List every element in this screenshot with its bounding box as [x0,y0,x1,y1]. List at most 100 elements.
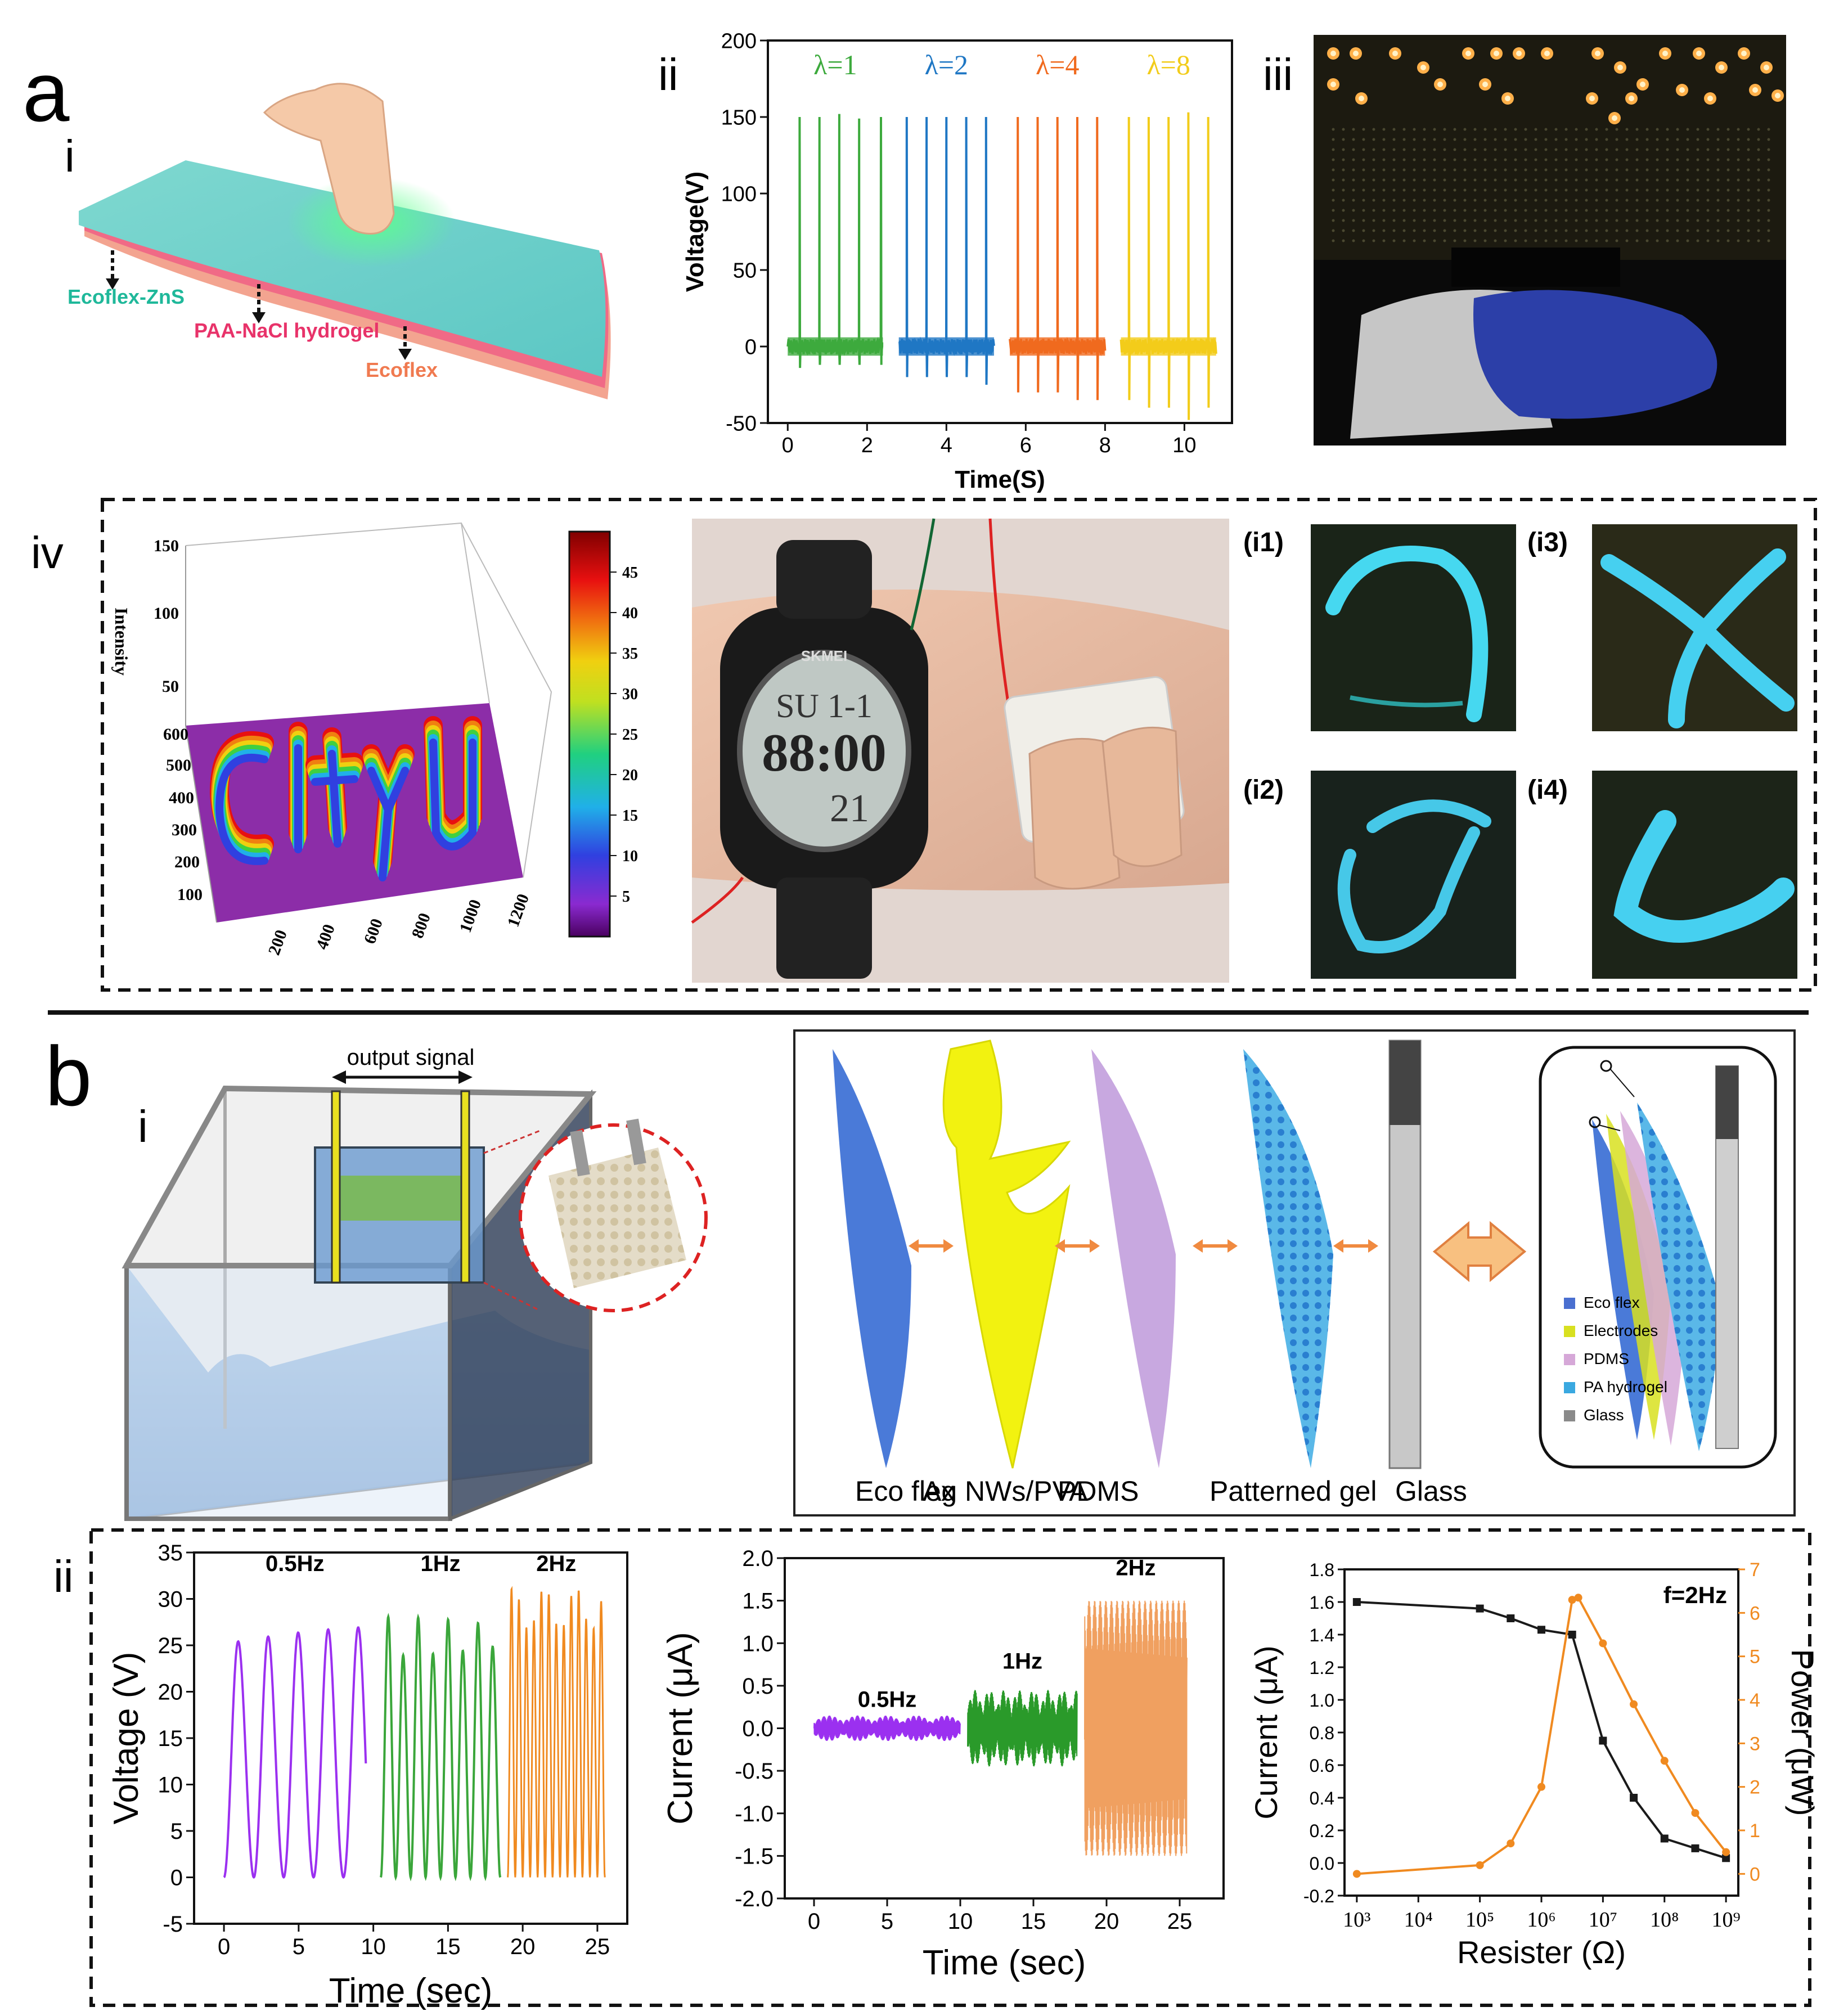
led-off [1726,239,1730,242]
x-tick-label: 0 [808,1909,820,1934]
led-off [1453,178,1456,182]
gloved-hand [1473,290,1717,419]
led-off [1332,209,1335,212]
led-off [1392,239,1396,242]
led-off [1706,188,1710,192]
led-off [1726,138,1730,141]
led-off [1595,158,1598,161]
led-off [1605,229,1608,232]
power-point [1537,1783,1545,1791]
led-off [1605,178,1608,182]
led-off [1595,229,1598,232]
led-off [1645,178,1649,182]
led-off [1433,209,1436,212]
led-off [1575,219,1578,222]
led-off [1726,158,1730,161]
led-off [1747,209,1750,212]
led-off [1473,219,1477,222]
y2-tick-label: 4 [1750,1690,1760,1711]
power-point [1507,1839,1515,1848]
x-tick-label: 0 [782,434,794,457]
led-off [1352,229,1355,232]
led-off [1544,128,1548,131]
led-off [1372,148,1375,151]
led-off [1726,209,1730,212]
led-off [1362,219,1365,222]
y-tick-label: 0.5 [742,1674,774,1699]
y-tick-label: 20 [158,1680,183,1705]
led-off [1342,209,1345,212]
led-off [1443,158,1446,161]
led-off [1554,168,1558,172]
led-off [1382,188,1386,192]
led-off [1443,239,1446,242]
led-off [1524,199,1527,202]
led-off [1534,158,1537,161]
led-off [1544,188,1548,192]
led-off [1332,219,1335,222]
led-off [1605,128,1608,131]
led-off [1605,209,1608,212]
led-off [1463,229,1467,232]
led-off [1372,219,1375,222]
led-off [1402,178,1406,182]
led-off [1645,188,1649,192]
panel-b-ii-label: ii [53,1551,74,1601]
led-off [1342,138,1345,141]
led-off [1433,219,1436,222]
led-off [1332,199,1335,202]
led-off [1423,219,1426,222]
led-off [1757,229,1760,232]
led-off [1575,128,1578,131]
led-off [1666,199,1669,202]
led-off [1382,239,1386,242]
led-off [1413,209,1416,212]
colorbar: 5 10 15 20 25 30 35 40 45 [568,530,638,938]
led-off [1504,128,1507,131]
led-off [1757,219,1760,222]
led-off [1575,168,1578,172]
led-off [1392,199,1396,202]
led-off [1382,229,1386,232]
led-off [1747,229,1750,232]
y-tick-label: -1.5 [735,1844,774,1869]
panel-a-i-label: i [65,131,75,181]
frequency-label: 1Hz [1002,1649,1042,1674]
led-off [1342,128,1345,131]
legend-label: PA hydrogel [1584,1378,1667,1396]
x-tick-label: 10³ [1343,1908,1370,1932]
led-off [1494,178,1497,182]
led-off [1595,219,1598,222]
led-off [1382,199,1386,202]
led-off [1605,158,1608,161]
y-tick-label: 100 [721,182,757,206]
led-off [1706,239,1710,242]
led-off [1737,239,1740,242]
led-off [1382,209,1386,212]
y-tick-label: -5 [163,1912,183,1937]
led-off [1605,138,1608,141]
led-off [1524,178,1527,182]
x-tick-label: 5 [293,1934,305,1959]
current-point [1660,1834,1669,1843]
led-off [1656,128,1659,131]
x-tick-label: 10⁵ [1465,1908,1494,1932]
led-off [1737,229,1740,232]
layer-arrow-head [1228,1239,1238,1253]
y-tick-label: 1.8 [1310,1560,1334,1580]
led-off [1635,128,1639,131]
zlabel-intensity: Intensity [111,608,132,676]
led-off [1352,128,1355,131]
led-off [1676,199,1679,202]
led-off [1392,229,1396,232]
y-tick-label: 1.0 [1310,1690,1334,1711]
legend-swatch [1564,1298,1575,1309]
watch-photo: SKMEI SU 1-1 88:00 21 [691,518,1229,983]
power-point [1630,1700,1638,1708]
led-off [1696,229,1699,232]
led-off [1666,158,1669,161]
watch-strap-top [776,540,872,619]
zoom-sensor-pattern [548,1148,686,1288]
y-tick-label: 0.6 [1310,1756,1334,1776]
led-off [1392,168,1396,172]
